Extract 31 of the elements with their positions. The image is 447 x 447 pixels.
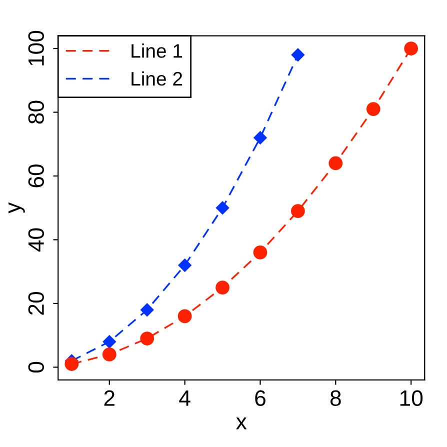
point bbox=[216, 280, 230, 294]
x-tick-label: 6 bbox=[255, 390, 266, 406]
y-axis-title: y bbox=[8, 202, 25, 214]
y-tick-label: 0 bbox=[28, 362, 44, 373]
x-tick-label: 4 bbox=[179, 390, 190, 406]
y-tick-label: 80 bbox=[28, 100, 44, 124]
point bbox=[178, 258, 192, 272]
point bbox=[291, 204, 305, 218]
point bbox=[102, 335, 116, 348]
point bbox=[291, 48, 305, 62]
point bbox=[140, 303, 154, 316]
point bbox=[328, 156, 343, 170]
point bbox=[404, 42, 418, 56]
point bbox=[216, 201, 230, 214]
y-tick-label: 100 bbox=[28, 30, 44, 66]
x-tick-label: 8 bbox=[330, 390, 341, 406]
x-tick-label: 2 bbox=[104, 390, 114, 406]
legend-label: Line 2 bbox=[132, 71, 182, 86]
point bbox=[64, 357, 79, 371]
y-tick-label: 40 bbox=[28, 228, 44, 252]
y-tick-label: 60 bbox=[28, 164, 44, 188]
point bbox=[253, 246, 268, 260]
point bbox=[366, 102, 380, 116]
y-tick-label: 20 bbox=[28, 292, 44, 315]
point bbox=[140, 332, 154, 346]
x-tick-label: 10 bbox=[400, 390, 423, 406]
point bbox=[254, 131, 267, 144]
point bbox=[102, 348, 116, 362]
legend-label: Line 1 bbox=[132, 44, 182, 58]
x-axis-title: x bbox=[236, 418, 247, 430]
point bbox=[178, 309, 192, 324]
